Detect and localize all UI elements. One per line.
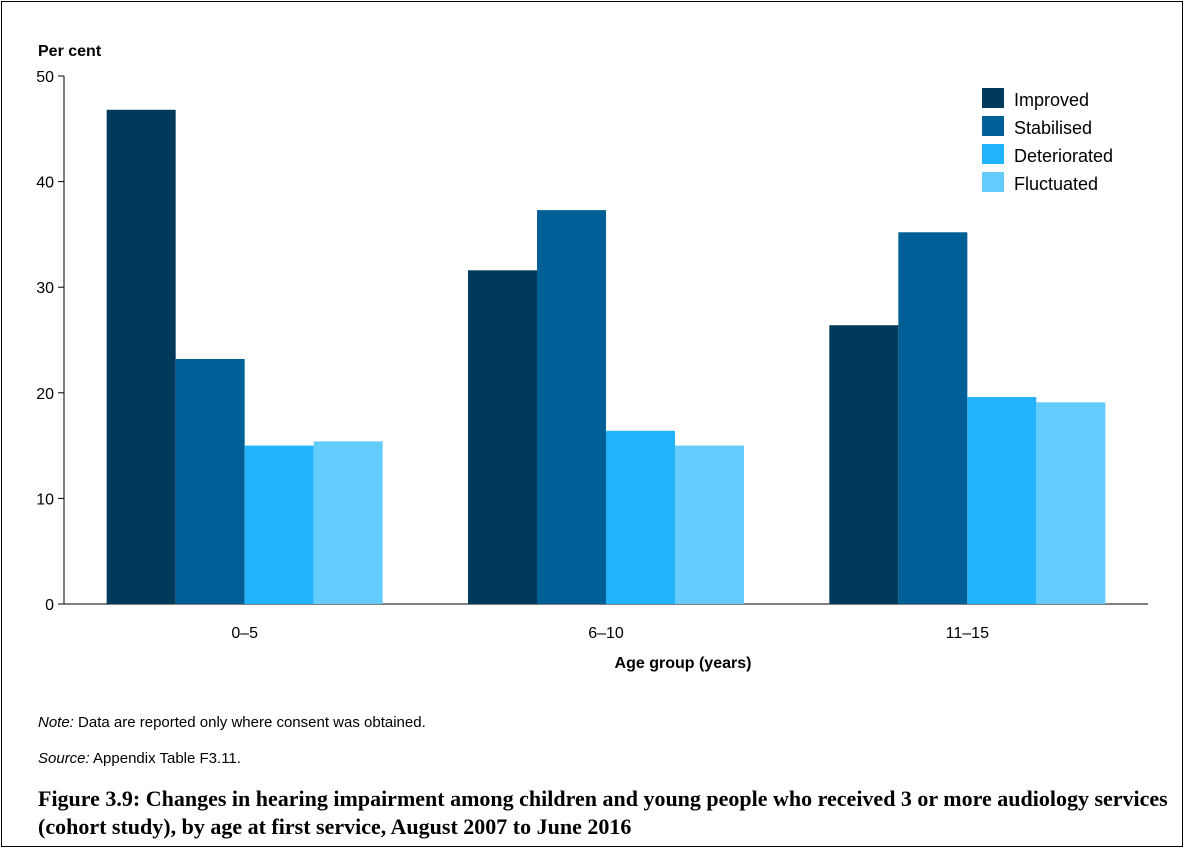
source: Source: Appendix Table F3.11. bbox=[38, 750, 241, 767]
x-axis-title: Age group (years) bbox=[615, 655, 752, 672]
y-tick-label: 0 bbox=[45, 597, 54, 614]
x-tick-label: 6–10 bbox=[588, 625, 624, 642]
bar-deteriorated-3 bbox=[967, 397, 1037, 604]
y-axis-title: Per cent bbox=[38, 43, 102, 60]
note: Note: Data are reported only where conse… bbox=[38, 714, 426, 731]
bar-stabilised-3 bbox=[898, 232, 968, 604]
bar-improved-1 bbox=[106, 109, 176, 605]
bar-fluctuated-2 bbox=[675, 445, 744, 604]
legend-swatch-improved bbox=[982, 88, 1004, 108]
bar-fluctuated-3 bbox=[1036, 402, 1106, 604]
x-tick-label: 0–5 bbox=[231, 625, 258, 642]
bar-deteriorated-2 bbox=[606, 430, 675, 604]
figure-caption: Figure 3.9: Changes in hearing impairmen… bbox=[38, 786, 1168, 839]
legend-label-stabilised: Stabilised bbox=[1014, 118, 1092, 138]
y-tick-label: 50 bbox=[36, 69, 54, 86]
legend-swatch-stabilised bbox=[982, 116, 1004, 136]
note-label: Note: bbox=[38, 714, 74, 731]
bar-stabilised-1 bbox=[175, 359, 245, 604]
y-tick-label: 20 bbox=[36, 386, 54, 403]
bars bbox=[106, 109, 1106, 605]
y-tick-label: 40 bbox=[36, 175, 54, 192]
legend-label-improved: Improved bbox=[1014, 90, 1089, 110]
bar-chart: Per cent Age group (years) 0 10 20 30 40 50 0–… bbox=[36, 43, 1148, 672]
bar-stabilised-2 bbox=[537, 210, 606, 604]
source-text: Appendix Table F3.11. bbox=[89, 750, 241, 767]
y-tick-label: 10 bbox=[36, 491, 54, 508]
bar-deteriorated-1 bbox=[244, 445, 314, 604]
bar-improved-2 bbox=[468, 270, 537, 604]
legend: Improved Stabilised Deteriorated Fluctuated bbox=[982, 88, 1113, 194]
legend-swatch-deteriorated bbox=[982, 144, 1004, 164]
legend-label-deteriorated: Deteriorated bbox=[1014, 146, 1113, 166]
bar-fluctuated-1 bbox=[313, 441, 383, 604]
y-tick-label: 30 bbox=[36, 280, 54, 297]
source-label: Source: bbox=[38, 750, 90, 767]
bar-improved-3 bbox=[829, 325, 899, 604]
legend-label-fluctuated: Fluctuated bbox=[1014, 174, 1098, 194]
x-tick-label: 11–15 bbox=[946, 625, 989, 642]
legend-swatch-fluctuated bbox=[982, 172, 1004, 192]
note-text: Data are reported only where consent was… bbox=[73, 714, 426, 731]
